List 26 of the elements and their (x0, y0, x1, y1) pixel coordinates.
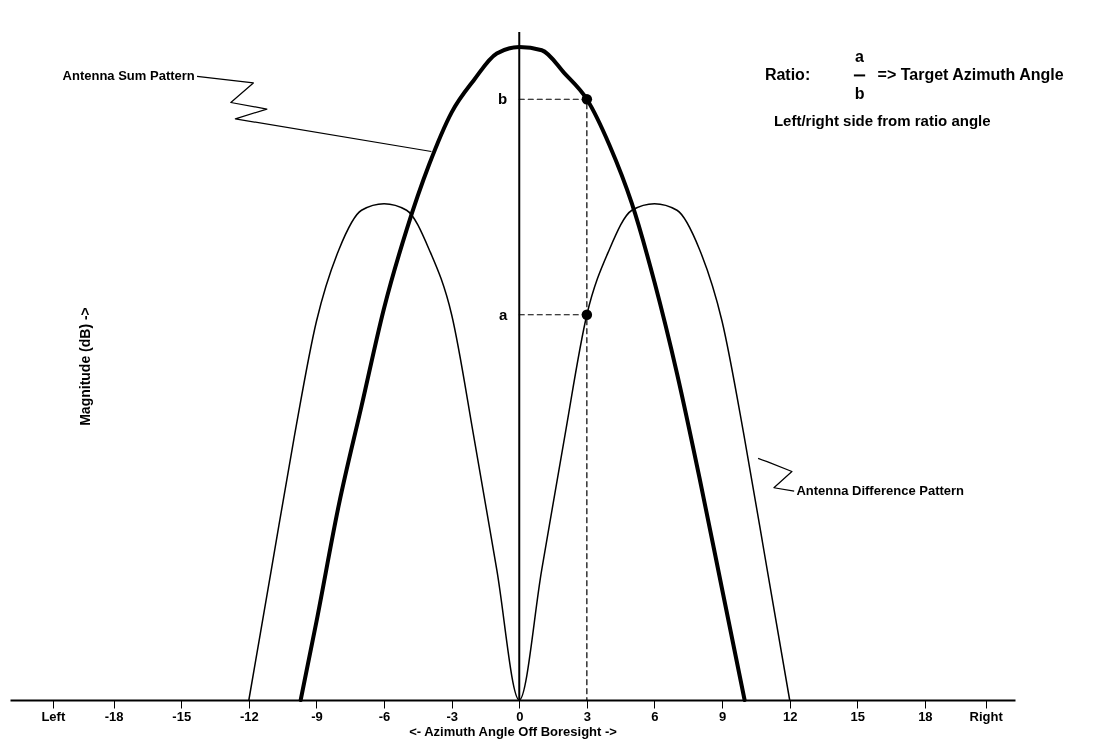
annotation: Left/right side from ratio angle (773, 111, 991, 129)
annotation: => Target Azimuth Angle (877, 66, 1064, 84)
annotation: b (854, 85, 865, 103)
x-tick-label: -12 (239, 708, 259, 724)
x-tick-label: 15 (850, 708, 865, 724)
x-tick-label: -18 (104, 708, 124, 724)
annotation: Ratio: (764, 66, 811, 84)
annotation: Antenna Sum Pattern (62, 68, 195, 84)
x-tick-label: Left (41, 708, 66, 724)
x-tick-label: 3 (583, 708, 591, 724)
x-tick-label: 0 (516, 708, 524, 724)
x-tick-label: 9 (718, 708, 727, 724)
x-tick-label: -6 (378, 708, 391, 724)
annotation: a (498, 305, 508, 323)
annotation: b (498, 90, 508, 108)
x-axis-title: <- Azimuth Angle Off Boresight -> (409, 723, 618, 739)
x-tick-label: 12 (782, 708, 798, 724)
x-tick-label: -3 (446, 708, 458, 724)
annotation: Antenna Difference Pattern (796, 483, 965, 499)
annotation: a (855, 47, 865, 65)
x-tick-label: 18 (918, 708, 933, 724)
x-tick-label: -15 (172, 708, 192, 724)
x-tick-label: Right (969, 708, 1004, 724)
x-tick-label: 6 (651, 708, 659, 724)
y-axis-title: Magnitude (dB) -> (76, 307, 93, 426)
x-tick-label: -9 (311, 708, 323, 724)
